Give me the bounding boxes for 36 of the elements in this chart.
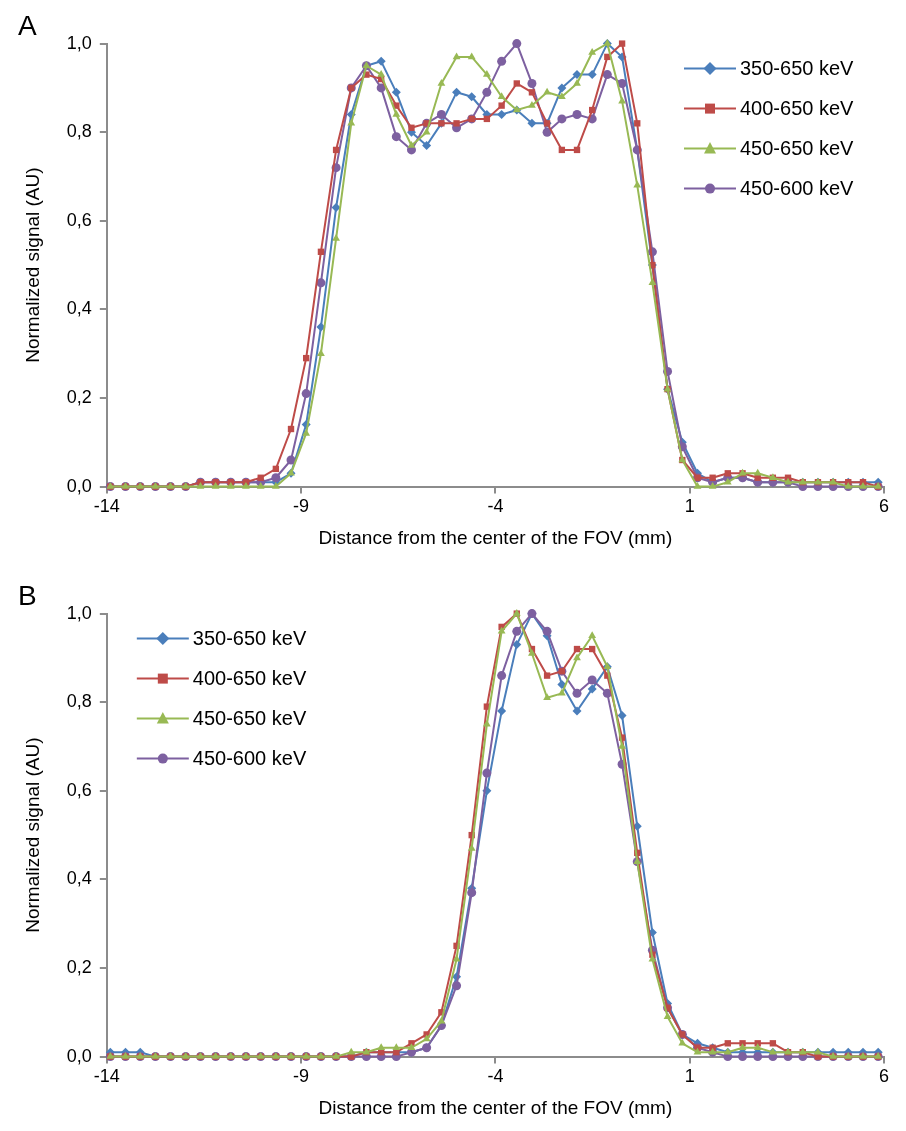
legend-label: 400-650 keV <box>192 667 307 690</box>
legend-label: 350-650 keV <box>740 57 855 80</box>
legend-label: 450-600 keV <box>740 177 855 200</box>
y-tick-label: 1,0 <box>66 602 92 623</box>
x-tick-label: 1 <box>684 496 695 517</box>
x-tick-label: -9 <box>293 496 310 517</box>
legend-label: 400-650 keV <box>740 97 855 120</box>
y-axis-title: Normalized signal (AU) <box>21 167 43 363</box>
chart-title: A <box>18 9 37 41</box>
y-tick-label: 0,4 <box>66 868 92 889</box>
legend-label: 450-600 keV <box>192 747 307 770</box>
x-tick-label: -9 <box>293 1066 310 1087</box>
x-tick-label: 6 <box>878 1066 890 1087</box>
chart-title: B <box>18 579 37 611</box>
legend-label: 450-650 keV <box>740 137 855 160</box>
y-axis-title: Normalized signal (AU) <box>21 737 43 933</box>
x-tick-label: 1 <box>684 1066 695 1087</box>
x-tick-label: -14 <box>93 1066 120 1087</box>
legend-label: 350-650 keV <box>192 627 307 650</box>
x-axis-title: Distance from the center of the FOV (mm) <box>318 1096 673 1118</box>
y-tick-label: 0,8 <box>66 691 92 712</box>
y-tick-label: 0,6 <box>66 779 92 800</box>
y-tick-label: 1,0 <box>66 32 92 53</box>
x-tick-label: -4 <box>487 496 504 517</box>
y-tick-label: 0,8 <box>66 121 92 142</box>
y-tick-label: 0,2 <box>66 386 92 407</box>
legend-label: 450-650 keV <box>192 707 307 730</box>
y-tick-label: 0,6 <box>66 209 92 230</box>
x-tick-label: -14 <box>93 496 120 517</box>
y-tick-label: 0,2 <box>66 956 92 977</box>
y-tick-label: 0,0 <box>66 475 92 496</box>
x-axis-title: Distance from the center of the FOV (mm) <box>318 526 673 548</box>
x-tick-label: 6 <box>878 496 890 517</box>
x-tick-label: -4 <box>487 1066 504 1087</box>
y-tick-label: 0,4 <box>66 298 92 319</box>
y-tick-label: 0,0 <box>66 1045 92 1066</box>
